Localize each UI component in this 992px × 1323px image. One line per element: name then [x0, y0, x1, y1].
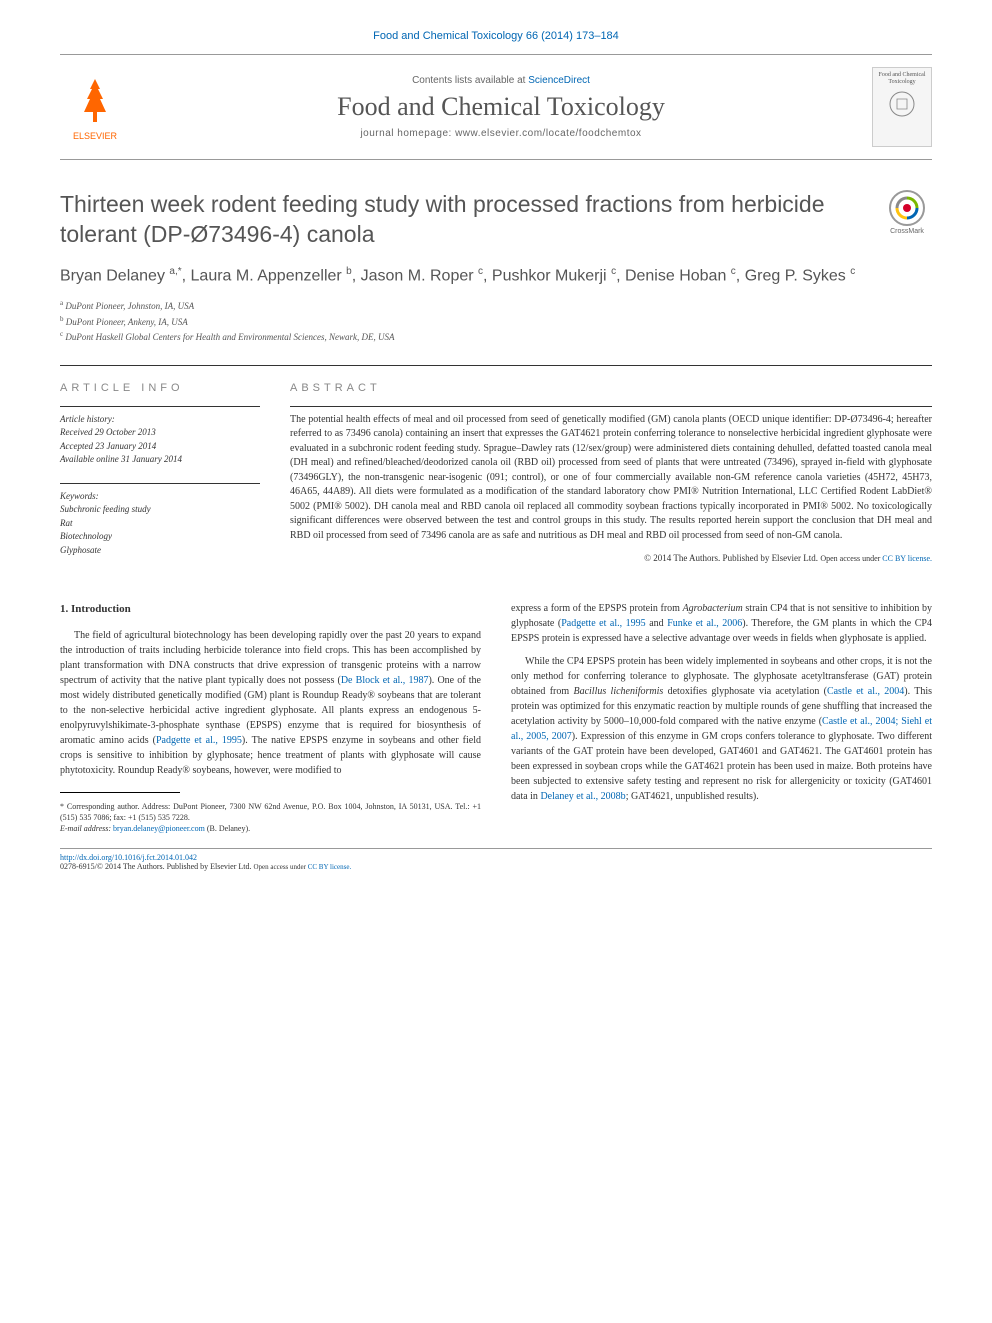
body-column-left: 1. Introduction The field of agricultura… — [60, 601, 481, 834]
journal-cover-thumbnail: Food and Chemical Toxicology — [872, 67, 932, 147]
sciencedirect-link[interactable]: ScienceDirect — [528, 75, 590, 86]
journal-reference: Food and Chemical Toxicology 66 (2014) 1… — [60, 30, 932, 42]
keyword: Rat — [60, 517, 260, 531]
email-link[interactable]: bryan.delaney@pioneer.com — [113, 824, 205, 833]
citation-link[interactable]: Castle et al., 2004 — [827, 686, 904, 697]
authors-list: Bryan Delaney a,*, Laura M. Appenzeller … — [60, 264, 932, 288]
article-title: Thirteen week rodent feeding study with … — [60, 190, 862, 250]
citation-link[interactable]: Funke et al., 2006 — [667, 618, 742, 629]
elsevier-logo: ELSEVIER — [60, 67, 130, 147]
doi-footer: http://dx.doi.org/10.1016/j.fct.2014.01.… — [60, 848, 932, 871]
affiliation-b: DuPont Pioneer, Ankeny, IA, USA — [66, 317, 188, 327]
body-paragraph: express a form of the EPSPS protein from… — [511, 601, 932, 646]
abstract-text: The potential health effects of meal and… — [290, 406, 932, 544]
corresponding-author-footnote: * Corresponding author. Address: DuPont … — [60, 801, 481, 835]
elsevier-tree-icon — [70, 74, 120, 129]
affiliation-c: DuPont Haskell Global Centers for Health… — [65, 332, 394, 342]
affiliations-block: a DuPont Pioneer, Johnston, IA, USA b Du… — [60, 298, 932, 345]
contents-lists-line: Contents lists available at ScienceDirec… — [130, 75, 872, 86]
body-paragraph: While the CP4 EPSPS protein has been wid… — [511, 654, 932, 804]
license-link[interactable]: CC BY license. — [882, 554, 932, 563]
keywords-block: Keywords: Subchronic feeding study Rat B… — [60, 483, 260, 558]
article-info-heading: ARTICLE INFO — [60, 382, 260, 394]
introduction-heading: 1. Introduction — [60, 601, 481, 618]
crossmark-badge[interactable]: CrossMark — [882, 190, 932, 240]
doi-link[interactable]: http://dx.doi.org/10.1016/j.fct.2014.01.… — [60, 853, 197, 862]
body-paragraph: The field of agricultural biotechnology … — [60, 628, 481, 778]
citation-link[interactable]: De Block et al., 1987 — [341, 675, 429, 686]
affiliation-a: DuPont Pioneer, Johnston, IA, USA — [65, 301, 194, 311]
online-date: Available online 31 January 2014 — [60, 453, 260, 467]
citation-link[interactable]: Padgette et al., 1995 — [156, 735, 242, 746]
accepted-date: Accepted 23 January 2014 — [60, 440, 260, 454]
keyword: Biotechnology — [60, 530, 260, 544]
keyword: Subchronic feeding study — [60, 503, 260, 517]
keyword: Glyphosate — [60, 544, 260, 558]
elsevier-name: ELSEVIER — [73, 131, 117, 141]
body-column-right: express a form of the EPSPS protein from… — [511, 601, 932, 834]
journal-header-box: ELSEVIER Contents lists available at Sci… — [60, 54, 932, 160]
abstract-heading: ABSTRACT — [290, 382, 932, 394]
article-history-block: Article history: Received 29 October 201… — [60, 406, 260, 467]
crossmark-label: CrossMark — [890, 228, 924, 235]
copyright-line: © 2014 The Authors. Published by Elsevie… — [290, 553, 932, 563]
license-link[interactable]: CC BY license. — [308, 863, 352, 871]
journal-homepage-line: journal homepage: www.elsevier.com/locat… — [130, 128, 872, 139]
cover-icon — [887, 89, 917, 119]
citation-link[interactable]: Padgette et al., 1995 — [561, 618, 645, 629]
homepage-url[interactable]: www.elsevier.com/locate/foodchemtox — [455, 128, 641, 139]
citation-link[interactable]: Delaney et al., 2008b — [540, 791, 625, 802]
crossmark-icon — [895, 196, 919, 220]
journal-title: Food and Chemical Toxicology — [130, 92, 872, 122]
received-date: Received 29 October 2013 — [60, 426, 260, 440]
